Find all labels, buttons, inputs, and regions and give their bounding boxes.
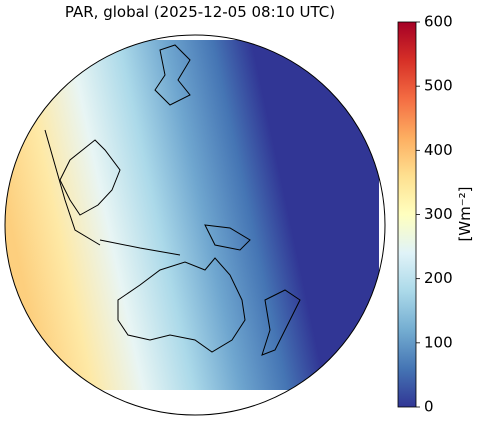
coastlines	[44, 44, 301, 356]
map-disk	[5, 35, 385, 415]
globe-outline	[4, 34, 386, 416]
colorbar-tick-label: 500	[424, 77, 453, 95]
colorbar-tick-label: 100	[424, 333, 453, 351]
colorbar-label: [Wm⁻²]	[456, 186, 474, 241]
colorbar-tick-label: 0	[424, 398, 434, 416]
colorbar-tick-label: 200	[424, 269, 453, 287]
map-title: PAR, global (2025-12-05 08:10 UTC)	[65, 3, 335, 21]
colorbar-tick-label: 600	[424, 13, 453, 31]
colorbar-tick-label: 300	[424, 205, 453, 223]
colorbar-tick-label: 400	[424, 141, 453, 159]
par-field	[5, 40, 379, 390]
colorbar	[397, 21, 417, 408]
